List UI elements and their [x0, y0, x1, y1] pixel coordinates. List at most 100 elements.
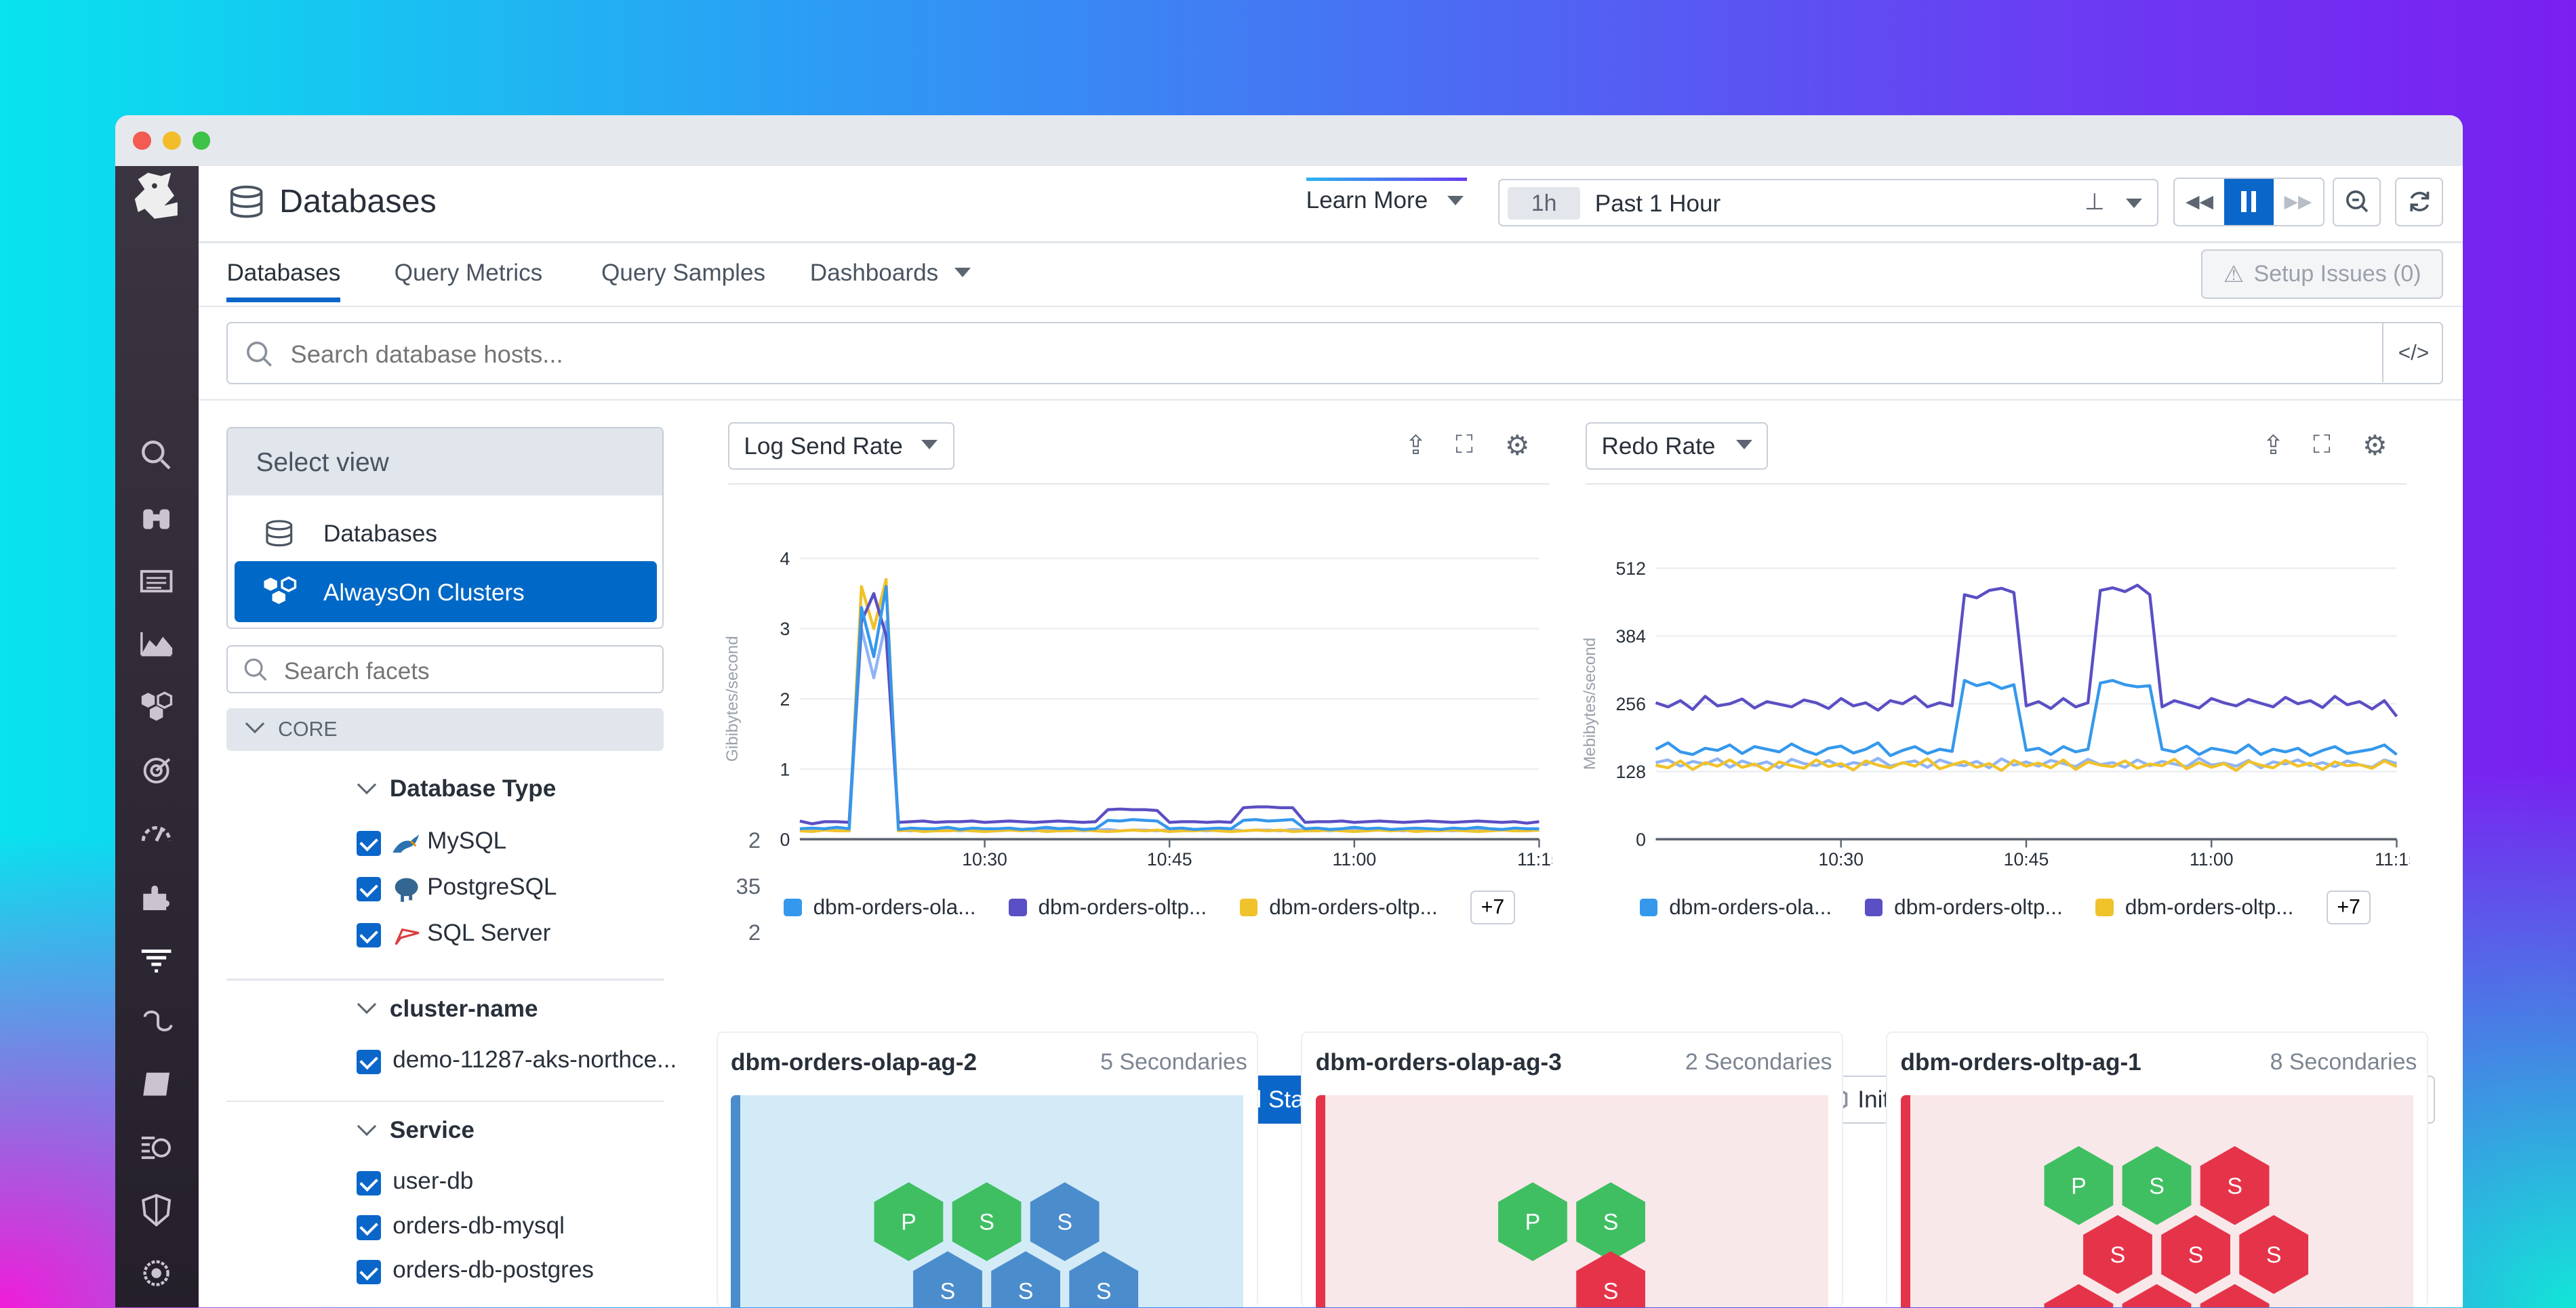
redo-rate-chart[interactable]: 0 128 256 384 512 10:30 10:45 11:00 11:15 Mebibyt… — [1580, 493, 2410, 879]
facet-item-orders-db-mysql[interactable]: orders-db-mysql2 — [356, 1212, 761, 1245]
primary-replica-node[interactable]: P — [1497, 1182, 1567, 1261]
logs-icon[interactable] — [138, 563, 174, 599]
watchdog-icon[interactable] — [138, 1130, 174, 1166]
cluster-name[interactable]: dbm-orders-olap-ag-3 — [1315, 1049, 1562, 1076]
pin-icon[interactable]: ⊥ — [2084, 189, 2105, 216]
cluster-card[interactable]: dbm-orders-oltp-ag-18 SecondariesPSSSSSS… — [1886, 1031, 2428, 1308]
checkbox[interactable] — [356, 922, 382, 948]
secondary-replica-node[interactable]: S — [2238, 1214, 2308, 1294]
metrics-chart-icon[interactable] — [138, 626, 174, 661]
facet-item-mysql[interactable]: MySQL 2 — [356, 827, 761, 860]
legend-more-button[interactable]: +7 — [2326, 890, 2371, 925]
legend-item[interactable]: dbm-orders-oltp... — [1239, 895, 1438, 920]
facet-item-cluster[interactable]: demo-11287-aks-northce...1 — [356, 1046, 761, 1079]
export-icon[interactable]: ⇪ — [2262, 430, 2285, 460]
series-line[interactable] — [800, 585, 1539, 832]
view-option-alwayson-clusters[interactable]: AlwaysOn Clusters — [235, 561, 657, 623]
checkbox[interactable] — [356, 877, 382, 902]
search-icon[interactable] — [138, 437, 174, 473]
secondary-replica-node[interactable]: S — [2082, 1214, 2152, 1294]
secondary-replica-node[interactable]: S — [1069, 1251, 1139, 1307]
minimize-window-button[interactable] — [162, 131, 181, 150]
primary-replica-node[interactable]: P — [874, 1182, 944, 1261]
legend-item[interactable]: dbm-orders-ola... — [1639, 895, 1832, 920]
rewind-button[interactable]: ◀◀ — [2186, 191, 2214, 212]
tab-query-metrics[interactable]: Query Metrics — [394, 259, 543, 286]
link-icon[interactable] — [138, 1004, 174, 1040]
time-range-picker[interactable]: 1h Past 1 Hour ⊥ — [1498, 179, 2159, 227]
secondary-replica-node[interactable]: S — [2200, 1284, 2270, 1307]
facet-group-database-type[interactable]: Database Type — [357, 775, 556, 802]
gauge-icon[interactable] — [138, 815, 174, 851]
fast-forward-button[interactable]: ▶▶ — [2284, 191, 2312, 212]
series-line[interactable] — [1655, 584, 2398, 718]
checkbox[interactable] — [356, 1170, 382, 1196]
database-monitoring-icon[interactable] — [138, 941, 174, 977]
notebook-icon[interactable] — [138, 1066, 174, 1102]
checkbox[interactable] — [356, 831, 382, 856]
export-icon[interactable]: ⇪ — [1405, 430, 1427, 460]
security-shield-icon[interactable] — [138, 1192, 174, 1228]
secondary-replica-node[interactable]: S — [952, 1182, 1022, 1261]
datadog-logo-icon[interactable] — [132, 169, 181, 222]
primary-replica-node[interactable]: P — [2044, 1146, 2113, 1225]
secondary-replica-node[interactable]: S — [1575, 1182, 1645, 1261]
learn-more-button[interactable]: Learn More — [1306, 187, 1464, 214]
tab-query-samples[interactable]: Query Samples — [601, 259, 766, 286]
gear-icon[interactable]: ⚙ — [2362, 429, 2388, 461]
checkbox[interactable] — [356, 1215, 382, 1240]
facet-item-user-db[interactable]: user-db30 — [356, 1168, 761, 1200]
facet-group-cluster-name[interactable]: cluster-name — [357, 995, 538, 1023]
view-option-databases[interactable]: Databases — [228, 514, 662, 556]
cluster-name[interactable]: dbm-orders-olap-ag-2 — [731, 1049, 977, 1076]
legend-more-button[interactable]: +7 — [1470, 890, 1515, 925]
legend-item[interactable]: dbm-orders-ola... — [784, 895, 975, 920]
zoom-out-button[interactable] — [2333, 177, 2381, 227]
facet-search-input[interactable] — [280, 653, 649, 690]
checkbox[interactable] — [356, 1259, 382, 1285]
secondary-replica-node[interactable]: S — [2160, 1214, 2230, 1294]
tab-dashboards[interactable]: Dashboards — [810, 260, 971, 287]
cluster-card[interactable]: dbm-orders-olap-ag-2 5 Secondaries P S S S S S — [716, 1031, 1259, 1308]
series-line[interactable] — [800, 577, 1539, 834]
fullscreen-icon[interactable]: ⛶ — [1455, 430, 1473, 458]
secondary-replica-node[interactable]: S — [2200, 1146, 2270, 1225]
series-line[interactable] — [1655, 757, 2398, 773]
facet-item-postgresql[interactable]: PostgreSQL 35 — [356, 874, 761, 906]
gear-icon[interactable]: ⚙ — [1504, 429, 1530, 461]
secondary-replica-node[interactable]: S — [2122, 1146, 2191, 1225]
globe-gear-icon[interactable] — [138, 1255, 174, 1291]
refresh-button[interactable] — [2395, 177, 2443, 227]
infrastructure-icon[interactable] — [138, 688, 174, 724]
tab-databases[interactable]: Databases — [226, 259, 341, 286]
checkbox[interactable] — [356, 1049, 382, 1074]
series-line[interactable] — [1655, 678, 2398, 758]
caret-down-icon[interactable] — [2125, 198, 2142, 216]
cluster-name[interactable]: dbm-orders-oltp-ag-1 — [1900, 1049, 2141, 1076]
facet-item-orders-db-postgres[interactable]: orders-db-postgres2 — [356, 1256, 761, 1289]
maximize-window-button[interactable] — [192, 131, 211, 150]
secondary-replica-node[interactable]: S — [2122, 1284, 2191, 1307]
metric-select-log-send-rate[interactable]: Log Send Rate — [727, 422, 955, 470]
legend-item[interactable]: dbm-orders-oltp... — [2095, 895, 2293, 920]
log-send-rate-chart[interactable]: 0 1 2 3 4 10:30 10:45 11:00 11:15 Gibibytes/secon… — [723, 493, 1552, 879]
search-input[interactable] — [287, 333, 2315, 376]
facet-item-sql-server[interactable]: SQL Server 2 — [356, 920, 761, 952]
cluster-card[interactable]: dbm-orders-olap-ag-3 2 Secondaries P S S — [1301, 1031, 1844, 1308]
series-line[interactable] — [800, 620, 1539, 833]
facet-section-core[interactable]: CORE — [226, 708, 664, 751]
series-line[interactable] — [1655, 756, 2398, 770]
secondary-replica-node[interactable]: S — [2044, 1284, 2113, 1307]
pause-button[interactable] — [2223, 178, 2274, 225]
series-line[interactable] — [799, 592, 1540, 825]
legend-item[interactable]: dbm-orders-oltp... — [1864, 895, 2063, 920]
close-window-button[interactable] — [133, 131, 151, 150]
secondary-replica-node[interactable]: S — [1030, 1182, 1100, 1261]
secondary-replica-node[interactable]: S — [913, 1251, 982, 1307]
facet-group-service[interactable]: Service — [357, 1116, 475, 1144]
integrations-puzzle-icon[interactable] — [138, 879, 174, 915]
fullscreen-icon[interactable]: ⛶ — [2313, 430, 2331, 458]
secondary-replica-node[interactable]: S — [1575, 1251, 1645, 1307]
secondary-replica-node[interactable]: S — [991, 1251, 1060, 1307]
setup-issues-button[interactable]: ⚠ Setup Issues (0) — [2201, 249, 2443, 300]
